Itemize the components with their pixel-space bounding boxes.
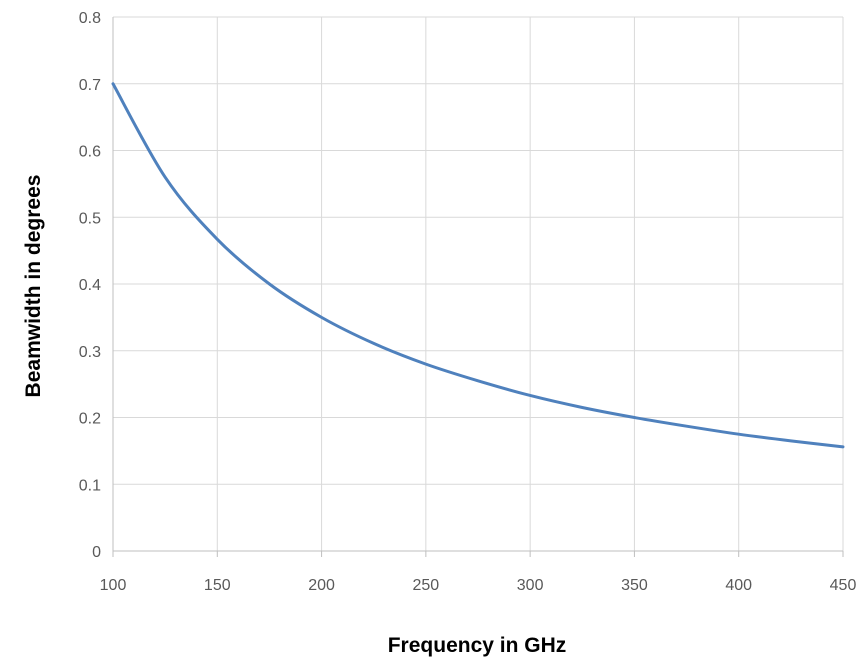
gridlines [113,16,844,551]
data-point [320,315,324,319]
y-tick-label: 0.1 [79,477,101,494]
y-tick-label: 0.5 [79,210,101,227]
data-point [685,424,689,428]
data-point [476,379,480,383]
x-tick-label: 150 [204,577,231,594]
data-point [737,432,741,436]
data-point [841,445,845,449]
x-tick-label: 350 [621,577,648,594]
x-tick-label: 450 [830,577,857,594]
y-tick-label: 0.8 [79,10,101,27]
y-tick-label: 0 [92,544,101,561]
x-axis-title: Frequency in GHz [388,634,567,657]
y-tick-label: 0.2 [79,411,101,428]
y-tick-label: 0.3 [79,344,101,361]
data-point [632,416,636,420]
data-point [528,393,532,397]
y-tick-label: 0.4 [79,277,101,294]
x-tick-label: 250 [413,577,440,594]
axes [112,17,844,557]
data-point [424,362,428,366]
y-axis-title: Beamwidth in degrees [22,175,45,398]
x-tick-label: 400 [725,577,752,594]
data-point [215,237,219,241]
x-tick-label: 300 [517,577,544,594]
data-point [789,439,793,443]
data-point [267,282,271,286]
tick-labels: 0 0.1 0.2 0.3 0.4 0.5 0.6 0.7 0.8 100 150 200 250 300… [79,10,857,594]
data-point [372,341,376,345]
x-tick-label: 100 [100,577,127,594]
series-layer [111,82,845,449]
y-tick-label: 0.6 [79,144,101,161]
x-tick-label: 200 [308,577,335,594]
data-point [111,82,115,86]
data-point [163,175,167,179]
y-tick-label: 0.7 [79,77,101,94]
series-line-0 [111,82,845,449]
data-point [580,405,584,409]
